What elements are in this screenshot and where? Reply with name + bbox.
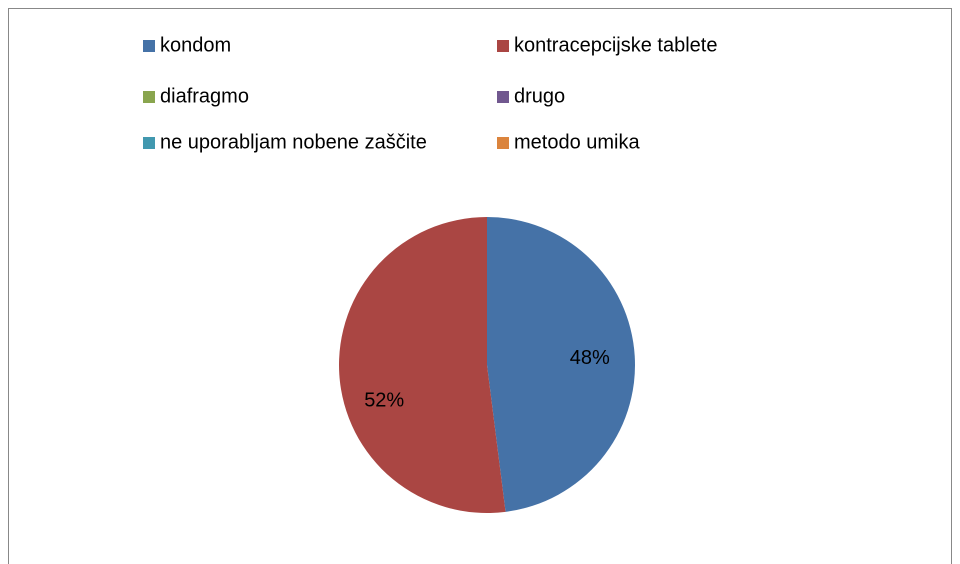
- legend-swatch: [497, 40, 509, 52]
- pie-slice: [339, 217, 506, 513]
- legend-label: ne uporabljam nobene zaščite: [160, 131, 427, 153]
- legend-label: kondom: [160, 34, 231, 56]
- data-label: 52%: [364, 390, 404, 412]
- legend-label: metodo umika: [514, 131, 640, 153]
- legend-label: kontracepcijske tablete: [514, 34, 717, 56]
- pie-slice: [487, 217, 636, 512]
- data-label: 48%: [570, 347, 610, 369]
- legend-swatch: [497, 91, 509, 103]
- legend-label: diafragmo: [160, 85, 249, 107]
- legend-swatch: [143, 91, 155, 103]
- legend-swatch: [497, 137, 509, 149]
- legend-swatch: [143, 40, 155, 52]
- legend-label: drugo: [514, 85, 565, 107]
- legend-swatch: [143, 137, 155, 149]
